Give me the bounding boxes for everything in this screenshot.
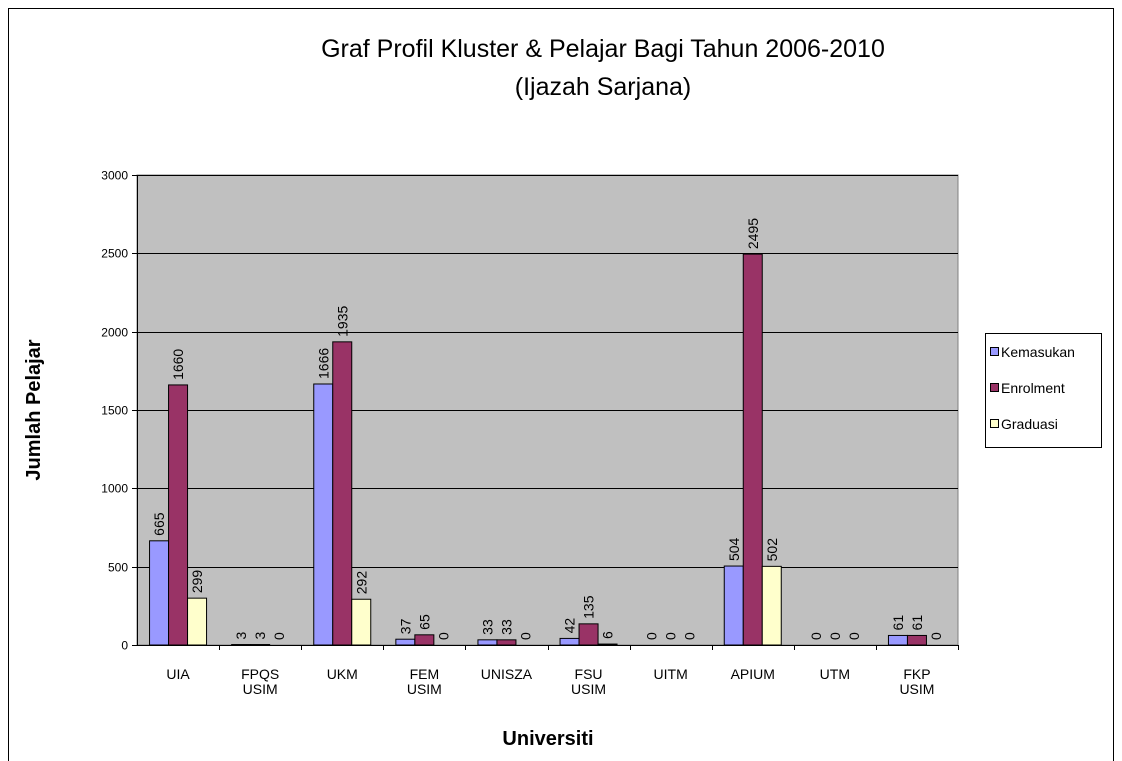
data-label: 1660 <box>170 349 186 380</box>
y-tick-label: 2000 <box>101 326 128 340</box>
x-tick-label: UKM <box>326 666 358 682</box>
legend <box>985 333 1102 448</box>
legend-swatch <box>990 383 999 392</box>
bar <box>187 597 208 646</box>
data-label: 0 <box>517 632 533 640</box>
bar <box>332 341 353 646</box>
chart-title: Graf Profil Kluster & Pelajar Bagi Tahun… <box>321 35 885 101</box>
x-axis-title: Universiti <box>502 728 593 750</box>
data-label: 42 <box>562 618 578 634</box>
data-label: 0 <box>271 632 287 640</box>
x-tick-label: FKP USIM <box>899 666 935 697</box>
bar <box>906 634 927 646</box>
bar <box>887 634 908 646</box>
data-label: 3 <box>252 632 268 640</box>
data-label: 0 <box>644 632 660 640</box>
data-label: 2495 <box>745 218 761 249</box>
data-label: 135 <box>581 595 597 619</box>
bar <box>414 634 435 646</box>
data-label: 292 <box>353 571 369 595</box>
bar <box>496 639 517 646</box>
data-label: 0 <box>808 632 824 640</box>
x-tick-label: APIUM <box>730 666 775 682</box>
x-tick-label: FSU USIM <box>571 666 607 697</box>
bar <box>578 623 599 646</box>
legend-label: Enrolment <box>1001 380 1065 396</box>
data-label: 1666 <box>315 348 331 379</box>
y-axis-title: Jumlah Pelajar <box>23 339 45 480</box>
data-label: 504 <box>726 537 742 561</box>
data-label: 299 <box>189 570 205 594</box>
y-tick-label: 3000 <box>101 169 128 183</box>
bar <box>477 639 498 646</box>
bar <box>742 253 763 646</box>
bar <box>395 638 416 646</box>
data-label: 0 <box>435 632 451 640</box>
data-label: 61 <box>909 615 925 631</box>
y-tick-label: 0 <box>121 639 128 653</box>
data-label: 65 <box>416 614 432 630</box>
bar <box>351 598 372 646</box>
x-tick-label: UIA <box>166 666 190 682</box>
data-label: 0 <box>827 632 843 640</box>
legend-label: Graduasi <box>1001 416 1058 432</box>
legend-label: Kemasukan <box>1001 344 1075 360</box>
bar <box>723 565 744 646</box>
data-label: 6 <box>600 631 616 639</box>
x-tick-label: UTM <box>819 666 850 682</box>
bar <box>168 384 189 646</box>
bar <box>597 643 618 646</box>
data-label: 61 <box>890 615 906 631</box>
y-tick-label: 2500 <box>101 247 128 261</box>
bar <box>313 383 334 646</box>
y-tick-label: 500 <box>108 561 128 575</box>
data-label: 37 <box>397 618 413 634</box>
data-label: 3 <box>233 632 249 640</box>
bar <box>761 565 782 646</box>
bar <box>149 540 170 646</box>
data-label: 33 <box>479 619 495 635</box>
legend-swatch <box>990 347 999 356</box>
data-label: 33 <box>498 619 514 635</box>
data-label: 0 <box>682 632 698 640</box>
x-tick-label: FPQS USIM <box>241 666 280 697</box>
x-tick-label: UNISZA <box>480 666 533 682</box>
data-label: 0 <box>928 632 944 640</box>
bar <box>559 637 580 646</box>
y-tick-label: 1000 <box>101 482 128 496</box>
legend-swatch <box>990 419 999 428</box>
data-label: 502 <box>764 538 780 562</box>
data-label: 0 <box>846 632 862 640</box>
data-label: 0 <box>663 632 679 640</box>
data-label: 665 <box>151 512 167 536</box>
x-tick-label: UITM <box>653 666 688 682</box>
data-label: 1935 <box>334 305 350 336</box>
y-tick-label: 1500 <box>101 404 128 418</box>
x-tick-label: FEM USIM <box>406 666 442 697</box>
